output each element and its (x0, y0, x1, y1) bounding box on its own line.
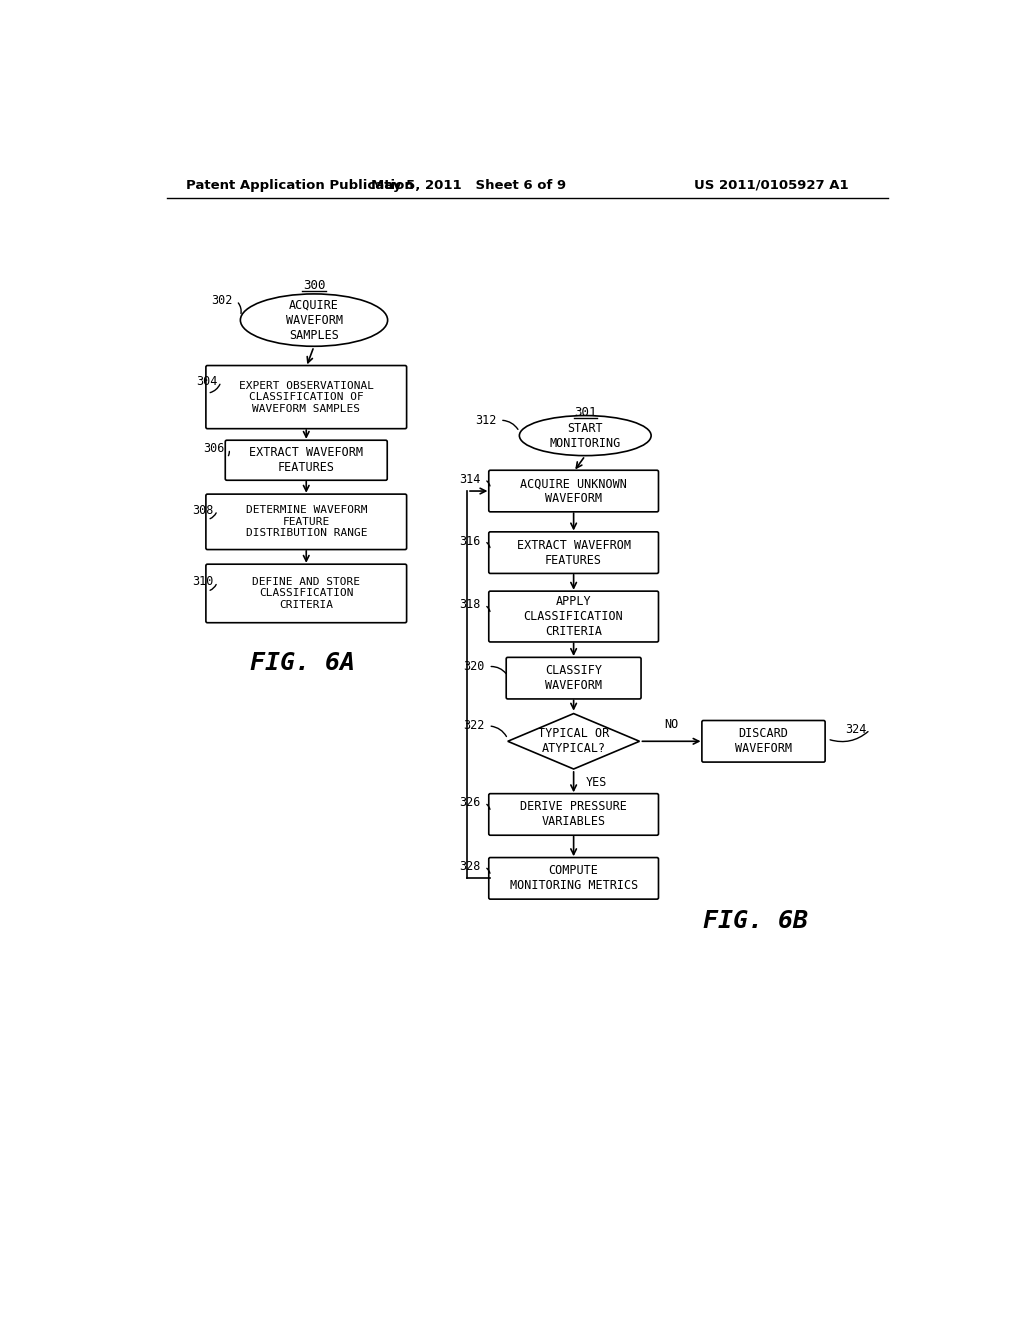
FancyBboxPatch shape (488, 591, 658, 642)
Text: DETERMINE WAVEFORM
FEATURE
DISTRIBUTION RANGE: DETERMINE WAVEFORM FEATURE DISTRIBUTION … (246, 506, 367, 539)
FancyBboxPatch shape (488, 793, 658, 836)
Text: 306: 306 (204, 442, 225, 455)
Text: 300: 300 (303, 279, 326, 292)
Text: 320: 320 (463, 660, 484, 673)
Text: ACQUIRE
WAVEFORM
SAMPLES: ACQUIRE WAVEFORM SAMPLES (286, 298, 342, 342)
Text: 314: 314 (459, 473, 480, 486)
Text: 302: 302 (211, 294, 232, 308)
Text: 304: 304 (196, 375, 217, 388)
Text: DERIVE PRESSURE
VARIABLES: DERIVE PRESSURE VARIABLES (520, 800, 627, 829)
Text: CLASSIFY
WAVEFORM: CLASSIFY WAVEFORM (545, 664, 602, 692)
Text: 326: 326 (459, 796, 480, 809)
Text: ACQUIRE UNKNOWN
WAVEFORM: ACQUIRE UNKNOWN WAVEFORM (520, 477, 627, 506)
Text: EXTRACT WAVEFORM
FEATURES: EXTRACT WAVEFORM FEATURES (249, 446, 364, 474)
Text: 324: 324 (845, 723, 866, 737)
Text: US 2011/0105927 A1: US 2011/0105927 A1 (693, 178, 848, 191)
Text: 301: 301 (574, 407, 597, 418)
FancyBboxPatch shape (206, 366, 407, 429)
Text: 308: 308 (191, 504, 213, 517)
Text: 318: 318 (459, 598, 480, 611)
Text: YES: YES (586, 776, 606, 788)
FancyBboxPatch shape (206, 494, 407, 549)
Text: FIG. 6B: FIG. 6B (703, 908, 808, 933)
Text: DEFINE AND STORE
CLASSIFICATION
CRITERIA: DEFINE AND STORE CLASSIFICATION CRITERIA (252, 577, 360, 610)
FancyBboxPatch shape (488, 532, 658, 573)
Text: 328: 328 (459, 861, 480, 874)
FancyBboxPatch shape (206, 564, 407, 623)
Text: EXPERT OBSERVATIONAL
CLASSIFICATION OF
WAVEFORM SAMPLES: EXPERT OBSERVATIONAL CLASSIFICATION OF W… (239, 380, 374, 413)
Polygon shape (508, 714, 640, 770)
FancyBboxPatch shape (488, 858, 658, 899)
Text: NO: NO (665, 718, 679, 730)
Text: 316: 316 (459, 535, 480, 548)
Text: 310: 310 (191, 576, 213, 589)
Text: 312: 312 (475, 413, 496, 426)
FancyBboxPatch shape (506, 657, 641, 700)
Text: APPLY
CLASSIFICATION
CRITERIA: APPLY CLASSIFICATION CRITERIA (523, 595, 624, 638)
Text: FIG. 6A: FIG. 6A (250, 651, 355, 675)
FancyBboxPatch shape (488, 470, 658, 512)
Text: DISCARD
WAVEFORM: DISCARD WAVEFORM (735, 727, 792, 755)
Text: 322: 322 (463, 719, 484, 733)
FancyBboxPatch shape (701, 721, 825, 762)
Text: START
MONITORING: START MONITORING (550, 421, 621, 450)
Text: TYPICAL OR
ATYPICAL?: TYPICAL OR ATYPICAL? (538, 727, 609, 755)
Ellipse shape (241, 294, 388, 346)
FancyBboxPatch shape (225, 441, 387, 480)
Text: EXTRACT WAVEFROM
FEATURES: EXTRACT WAVEFROM FEATURES (517, 539, 631, 566)
Text: COMPUTE
MONITORING METRICS: COMPUTE MONITORING METRICS (510, 865, 638, 892)
Ellipse shape (519, 416, 651, 455)
Text: May 5, 2011   Sheet 6 of 9: May 5, 2011 Sheet 6 of 9 (372, 178, 566, 191)
Text: Patent Application Publication: Patent Application Publication (186, 178, 414, 191)
